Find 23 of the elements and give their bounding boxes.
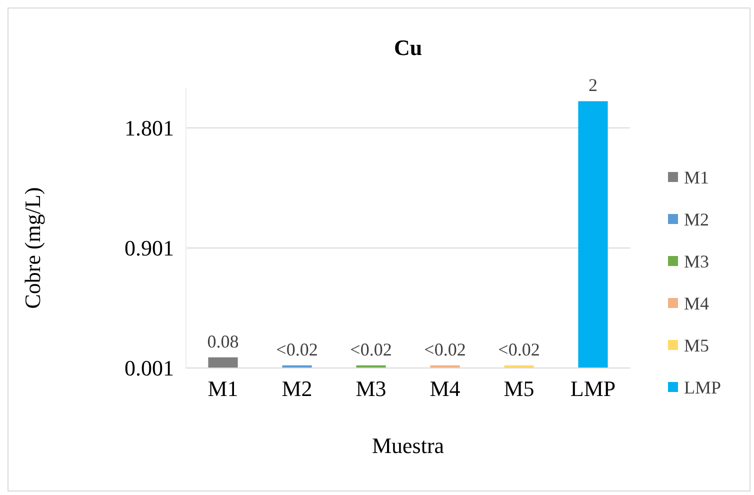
legend-label: M1 [684,167,710,188]
data-label: <0.02 [350,339,392,360]
data-label: <0.02 [276,339,318,360]
x-tick-label: M2 [282,376,312,401]
data-label: 0.08 [207,331,239,352]
data-label: <0.02 [498,339,540,360]
legend-label: M3 [684,251,710,272]
x-tick-label: M1 [208,376,238,401]
x-tick-label: LMP [570,376,616,401]
y-tick-label: 1.801 [124,116,174,141]
data-label: <0.02 [424,339,466,360]
data-label: 2 [588,75,598,96]
legend-label: M4 [684,293,710,314]
legend-label: M2 [684,209,710,230]
y-tick-label: 0.001 [124,356,174,381]
x-tick-label: M5 [504,376,534,401]
y-axis-title: Cobre (mg/L) [20,187,45,309]
x-tick-label: M3 [356,376,386,401]
legend-label: M5 [684,335,710,356]
x-axis-title: Muestra [372,433,444,458]
chart-title: Cu [394,35,422,60]
y-tick-label: 0.901 [124,236,174,261]
x-tick-label: M4 [430,376,460,401]
